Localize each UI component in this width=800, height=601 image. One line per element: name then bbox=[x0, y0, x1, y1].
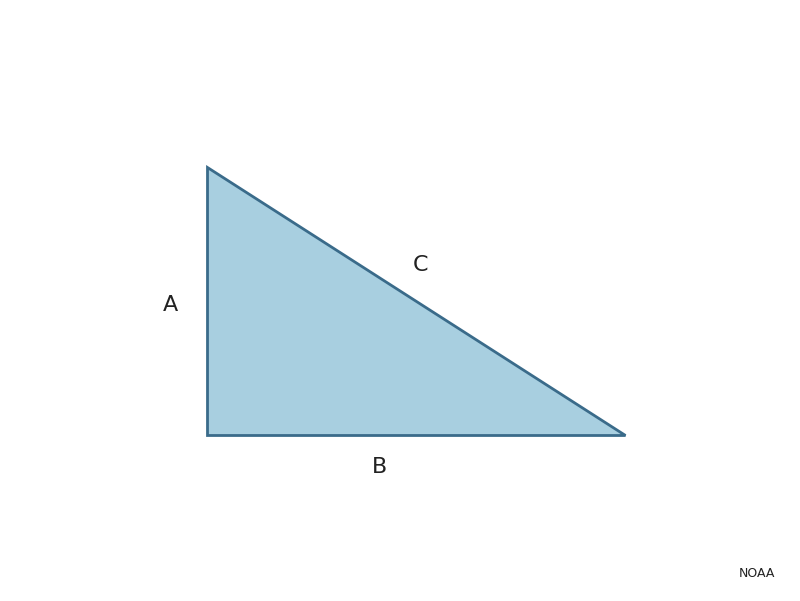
Text: C: C bbox=[412, 255, 428, 275]
Text: B: B bbox=[372, 457, 388, 477]
Polygon shape bbox=[207, 167, 625, 435]
Text: NOAA: NOAA bbox=[738, 567, 775, 580]
Text: A: A bbox=[162, 295, 178, 315]
